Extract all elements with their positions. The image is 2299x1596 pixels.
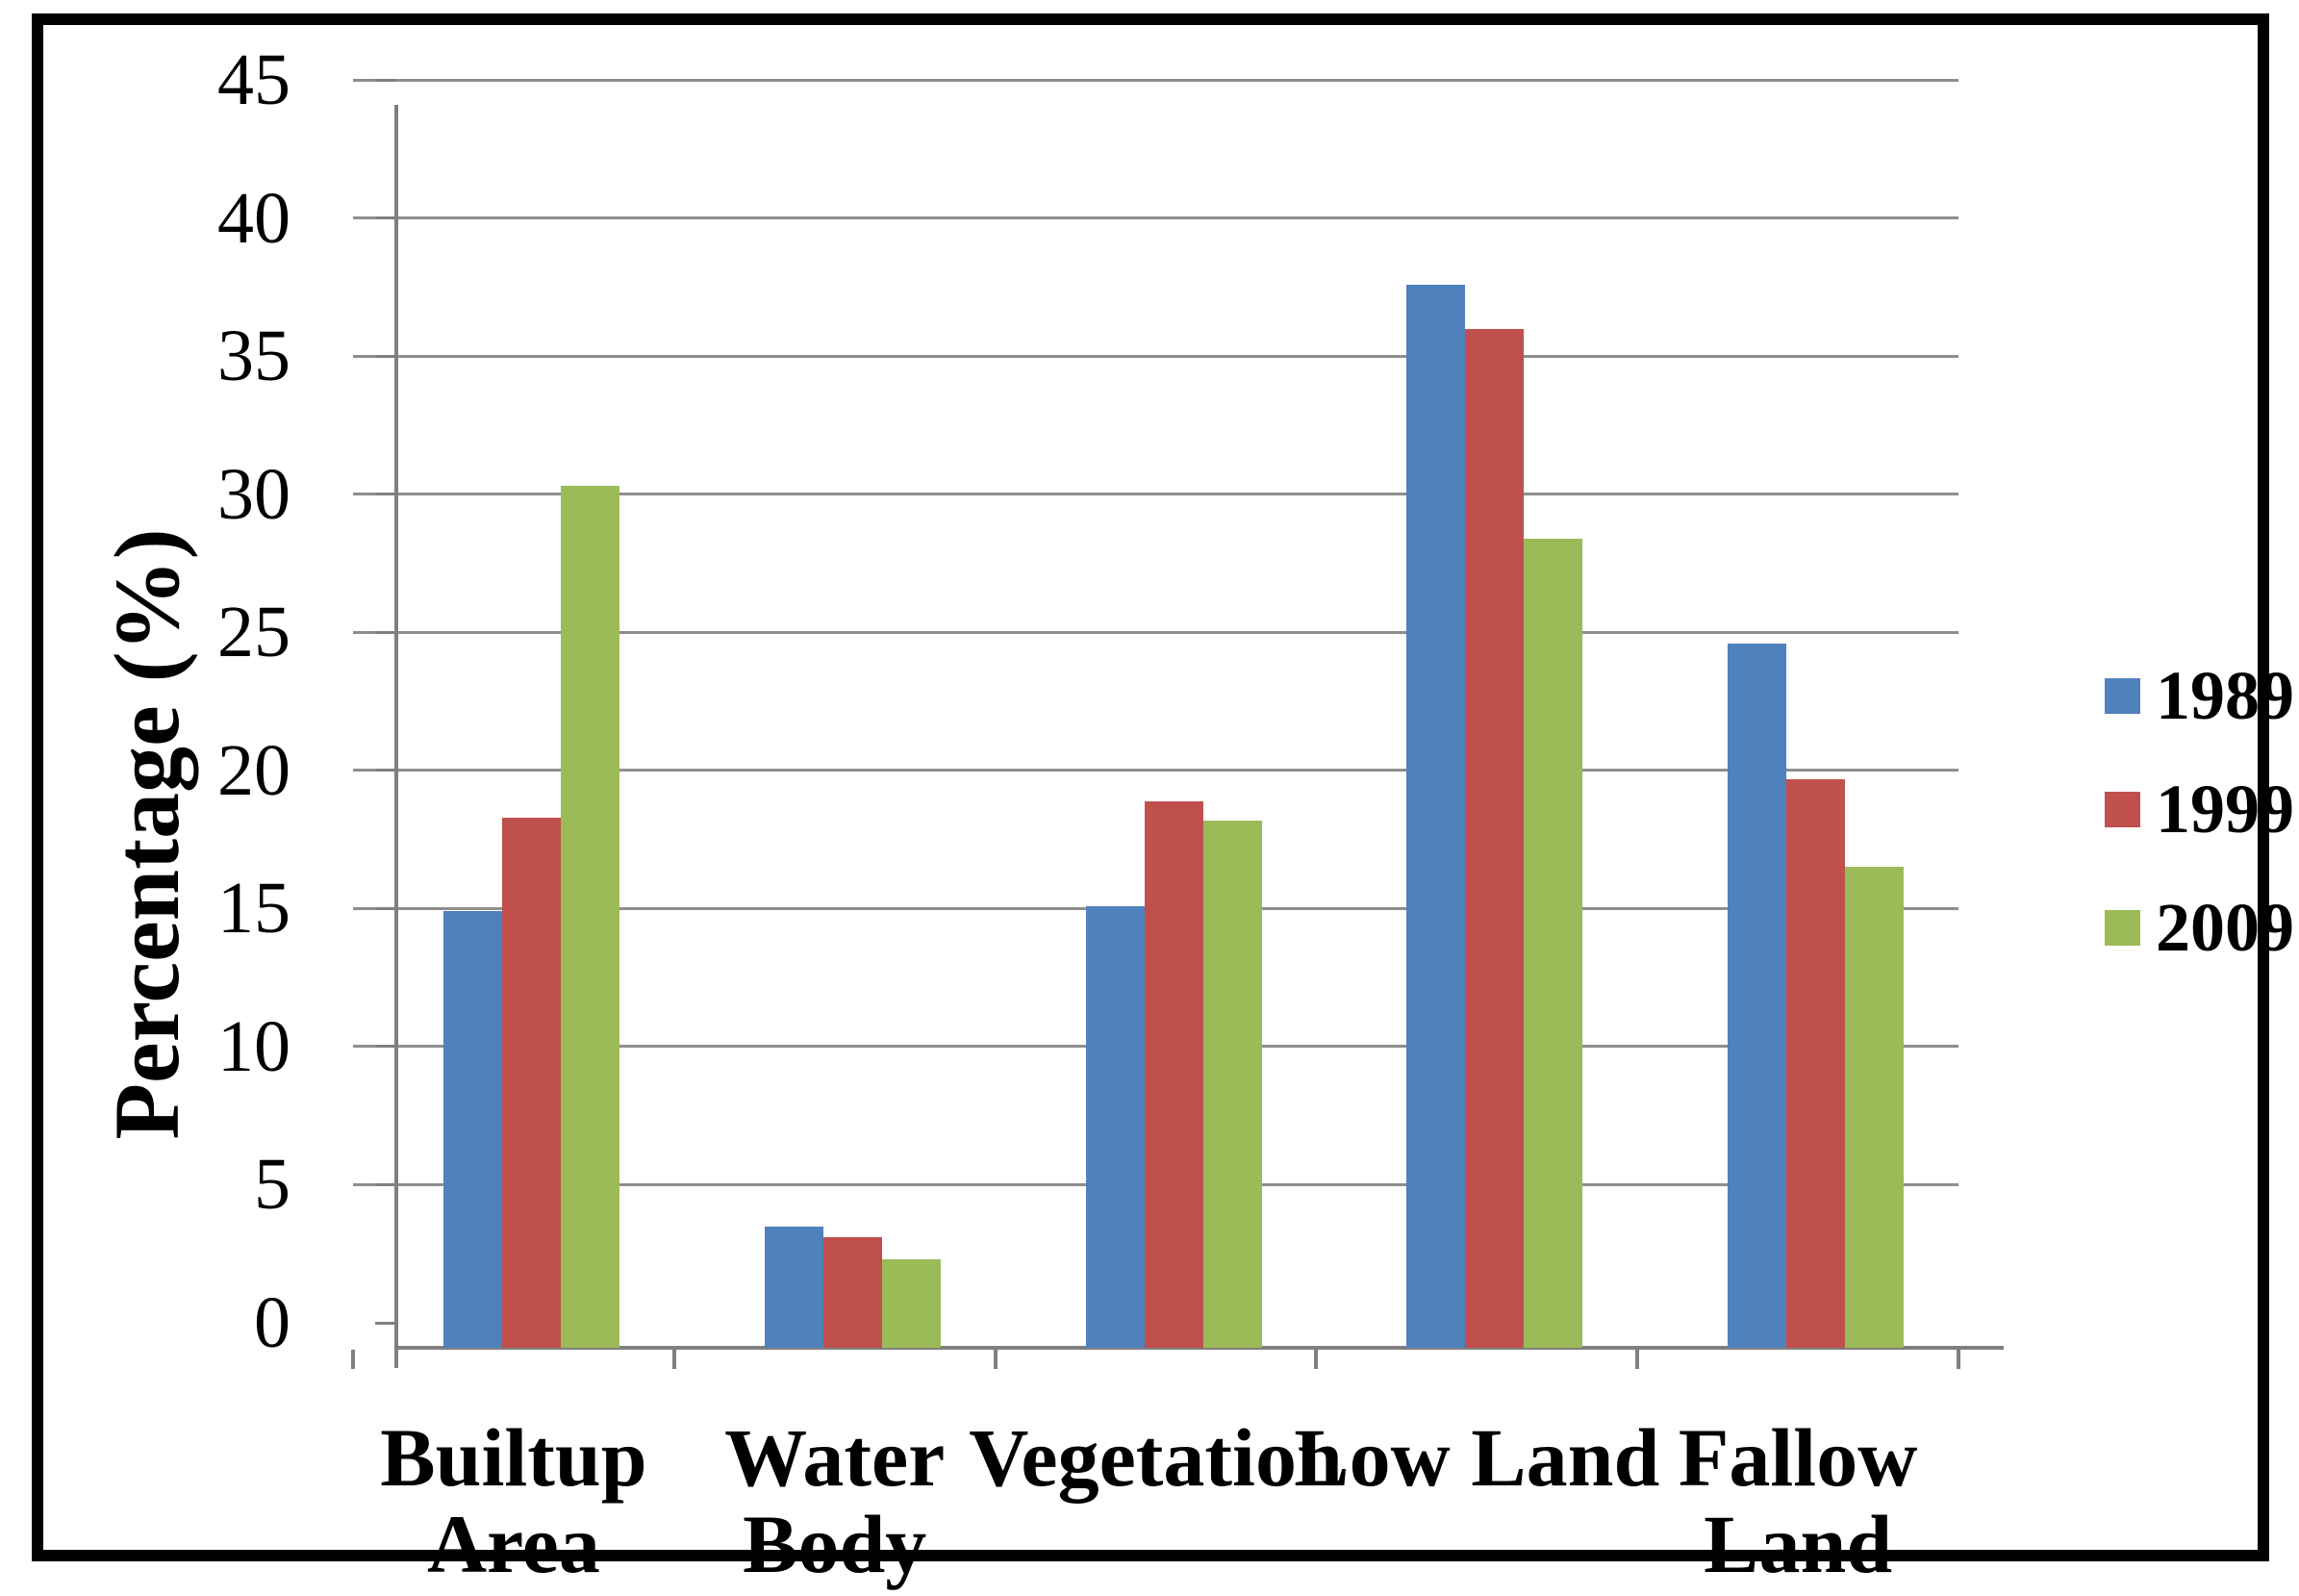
legend-swatch-1989	[2105, 677, 2140, 714]
y-tick-label-20: 20	[217, 729, 291, 811]
category-label-low-land: Low Land	[1294, 1411, 1660, 1504]
x-axis-line	[396, 1346, 2004, 1350]
bar-1999-low-land	[1465, 328, 1525, 1348]
bar-1989-water-body	[764, 1226, 823, 1348]
bar-1989-builtup-area	[443, 911, 502, 1348]
bar-2009-fallow-land	[1845, 867, 1905, 1348]
category-group-water-body	[718, 105, 1039, 1348]
bar-1999-water-body	[822, 1237, 882, 1348]
y-axis-tick-15	[375, 906, 396, 910]
bar-2009-builtup-area	[561, 486, 619, 1348]
y-axis-tick-0	[375, 1321, 396, 1325]
category-group-low-land	[1359, 105, 1680, 1348]
x-axis-tick-1	[671, 1350, 676, 1369]
category-label-fallow-land: Fallow Land	[1678, 1411, 1918, 1590]
x-axis-tick-5	[1957, 1350, 1960, 1369]
bar-2009-low-land	[1524, 538, 1583, 1348]
y-axis-tick-35	[375, 354, 396, 358]
y-tick-label-15: 15	[217, 868, 291, 950]
y-axis-tick-5	[375, 1182, 396, 1186]
y-tick-label-30: 30	[217, 453, 291, 535]
y-axis-tick-10	[375, 1045, 396, 1049]
y-axis-line	[394, 105, 398, 1368]
y-axis-tick-20	[375, 769, 396, 773]
gridline-30	[353, 493, 1958, 496]
gridline-40	[353, 216, 1958, 220]
x-axis-tick-2	[993, 1350, 998, 1369]
legend-swatch-2009	[2105, 909, 2140, 946]
bar-1999-vegetation	[1144, 800, 1203, 1348]
legend-label-1989: 1989	[2156, 657, 2294, 734]
category-label-water-body: Water Body	[724, 1411, 946, 1590]
legend-swatch-1999	[2105, 791, 2140, 827]
y-axis-tick-45	[375, 78, 396, 82]
bar-1989-fallow-land	[1728, 643, 1787, 1348]
y-tick-label-25: 25	[217, 592, 291, 673]
category-group-builtup-area	[396, 105, 718, 1348]
category-group-vegetation	[1039, 105, 1360, 1348]
y-axis-tick-30	[375, 493, 396, 496]
legend-entry-1989: 1989	[2105, 659, 2294, 732]
y-tick-label-10: 10	[217, 1005, 291, 1087]
y-axis-tick-25	[375, 630, 396, 634]
x-axis-tick-3	[1314, 1350, 1319, 1369]
plot-area	[396, 105, 2002, 1348]
gridline-45	[353, 78, 1958, 82]
legend-entry-2009: 2009	[2105, 891, 2294, 964]
y-axis-tick-40	[375, 216, 396, 220]
bar-2009-vegetation	[1202, 820, 1262, 1348]
gridline-20	[353, 769, 1958, 773]
y-tick-label-45: 45	[217, 39, 291, 120]
bar-2009-water-body	[881, 1259, 941, 1348]
y-tick-label-5: 5	[254, 1144, 291, 1226]
y-tick-label-35: 35	[217, 316, 291, 397]
bar-1989-low-land	[1406, 284, 1466, 1348]
legend-entry-1999: 1999	[2105, 773, 2294, 846]
category-label-builtup-area: Builtup Area	[380, 1411, 647, 1590]
bar-1999-fallow-land	[1786, 778, 1846, 1348]
category-group-fallow-land	[1680, 105, 2002, 1348]
gridline-35	[353, 354, 1958, 358]
y-tick-label-40: 40	[217, 177, 291, 259]
x-axis-tick-0	[351, 1350, 355, 1369]
x-axis-tick-4	[1635, 1350, 1640, 1369]
bar-1999-builtup-area	[502, 817, 561, 1348]
y-tick-label-0: 0	[254, 1282, 291, 1363]
bar-1989-vegetation	[1085, 905, 1145, 1348]
chart-outer-frame: Percentage (%) 0 5 10 15 20 25 30 35 40 45 Builtu…	[32, 13, 2294, 1587]
category-label-vegetation: Vegetation	[969, 1411, 1343, 1504]
gridline-25	[353, 630, 1958, 634]
legend-label-1999: 1999	[2156, 771, 2294, 848]
legend-label-2009: 2009	[2156, 889, 2294, 966]
